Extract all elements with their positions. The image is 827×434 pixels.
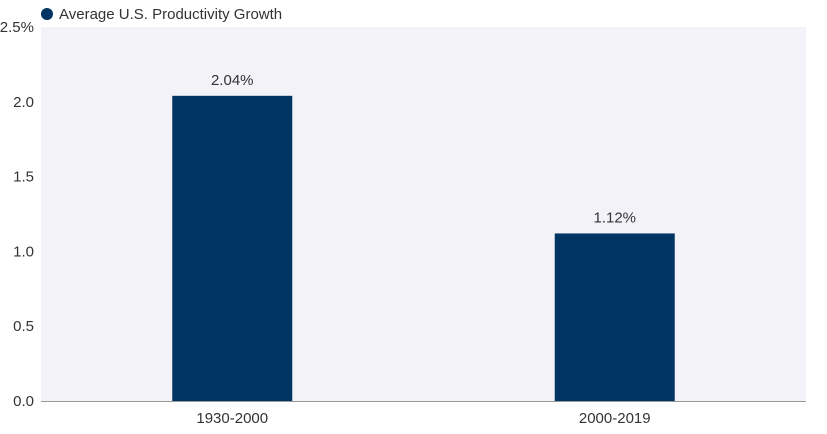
bars: 2.04% 1.12% xyxy=(172,72,675,401)
y-tick-label: 1.0 xyxy=(13,243,34,260)
bar xyxy=(554,233,675,401)
x-tick-label: 1930-2000 xyxy=(196,410,268,427)
plot-area xyxy=(41,27,806,401)
x-tick-label: 2000-2019 xyxy=(579,410,651,427)
data-label: 1.12% xyxy=(593,209,636,226)
legend-label: Average U.S. Productivity Growth xyxy=(59,6,282,23)
y-tick-label: 2.0 xyxy=(13,94,34,111)
data-label: 2.04% xyxy=(211,72,254,89)
y-tick-label: 0.5 xyxy=(13,318,34,335)
bar xyxy=(172,95,293,401)
y-axis: 0.0 0.5 1.0 1.5 2.0 2.5% xyxy=(0,19,34,410)
legend: Average U.S. Productivity Growth xyxy=(41,6,282,23)
x-axis: 1930-2000 2000-2019 xyxy=(196,410,650,427)
y-tick-label: 2.5% xyxy=(0,19,34,36)
legend-marker xyxy=(41,8,53,20)
y-tick-label: 0.0 xyxy=(13,393,34,410)
y-tick-label: 1.5 xyxy=(13,169,34,186)
